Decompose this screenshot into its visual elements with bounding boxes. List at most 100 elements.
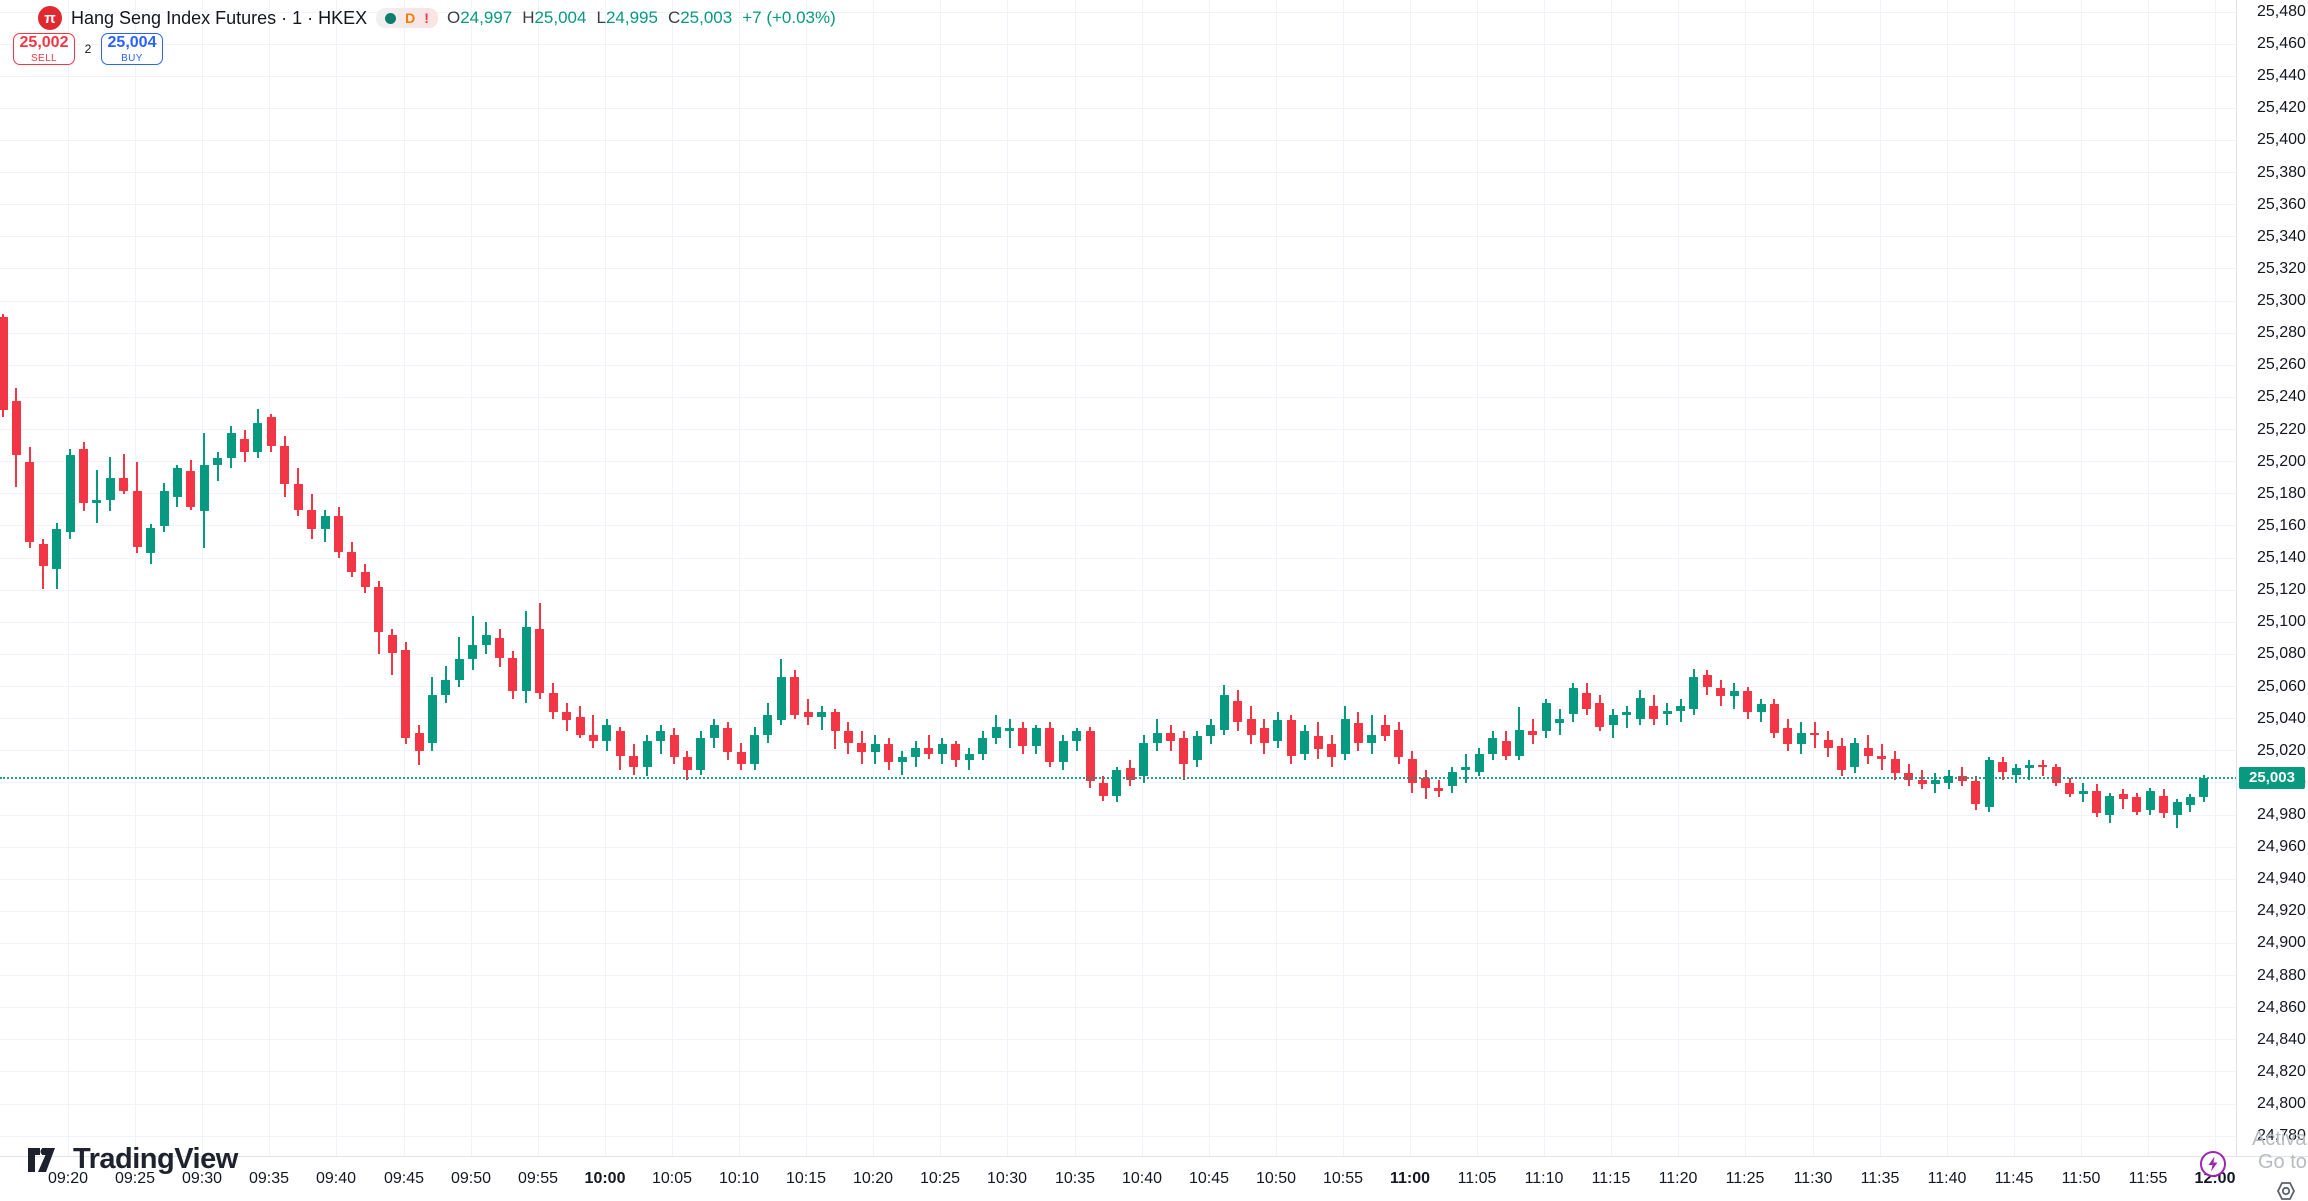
time-gridline [672,0,673,1156]
time-tick-label: 11:30 [1793,1170,1833,1187]
price-gridline [0,44,2237,45]
time-gridline [1410,0,1411,1156]
market-status-icon[interactable] [385,12,397,24]
time-gridline [2148,0,2149,1156]
candle-body [1823,739,1833,748]
buy-price: 25,004 [107,33,157,51]
time-tick-label: 11:35 [1860,1170,1900,1187]
price-tick-label: 24,880 [2257,966,2306,984]
candle-body [1461,766,1471,771]
candle-body [1166,733,1176,742]
time-tick-label: 11:10 [1524,1170,1564,1187]
time-gridline [1880,0,1881,1156]
tradingview-brand-text: TradingView [73,1143,238,1175]
time-gridline [2014,0,2015,1156]
candle-body [1380,725,1390,737]
price-tick-label: 25,260 [2257,356,2306,374]
price-tick-label: 25,120 [2257,581,2306,599]
price-tick-label: 24,900 [2257,934,2306,952]
candle-body [1286,720,1296,756]
candle-body [642,741,652,767]
candle-body [1595,702,1605,727]
price-gridline [0,461,2237,462]
candle-wick [2122,789,2125,809]
candle-body [803,712,813,718]
price-gridline [0,1104,2237,1105]
candle-body [186,471,196,507]
candle-body [884,744,894,762]
candle-body [1877,755,1887,759]
price-gridline [0,622,2237,623]
price-tick-label: 25,020 [2257,741,2306,759]
symbol-title[interactable]: Hang Seng Index Futures · 1 · HKEX [71,7,368,28]
candle-body [1407,758,1417,783]
price-tick-label: 24,980 [2257,806,2306,823]
candle-body [1984,760,1994,807]
symbol-status-pill[interactable]: D ! [376,8,438,28]
price-gridline [0,525,2237,526]
candle-body [226,432,236,459]
price-tick-label: 25,060 [2257,677,2306,695]
time-tick-label: 10:50 [1255,1170,1297,1187]
time-axis-settings-button[interactable] [2274,1179,2298,1201]
price-gridline [0,268,2237,269]
candle-body [1676,705,1685,711]
candle-body [441,680,451,695]
candle-body [1031,728,1041,746]
candle-body [669,734,679,758]
candle-body [1434,787,1444,791]
price-tick-label: 25,460 [2257,35,2306,53]
time-tick-label: 10:25 [919,1170,961,1187]
candle-body [1501,741,1511,756]
candle-body [11,400,21,456]
instant-trading-button[interactable] [2199,1150,2227,1178]
buy-button[interactable]: 25,004 BUY [101,33,163,65]
candle-body [843,731,853,743]
price-tick-label: 25,240 [2257,388,2306,406]
time-tick-label: 10:35 [1054,1170,1096,1187]
candle-body [1273,720,1283,742]
candle-body [870,744,880,753]
price-tick-label: 25,200 [2257,452,2306,470]
symbol-header: π Hang Seng Index Futures · 1 · HKEX D !… [38,6,836,30]
price-gridline [0,911,2237,912]
candle-body [2038,765,2048,767]
candle-body [897,757,907,762]
candle-body [1139,742,1149,777]
open-value: 24,997 [460,8,513,27]
candle-body [723,728,733,753]
candle-body [964,753,974,761]
spread-value: 2 [84,42,92,56]
ohlc-values: O24,997 H25,004 L24,995 C25,003 +7 (+0.0… [447,8,836,28]
candle-body [454,659,464,681]
candle-body [468,644,478,660]
candle-body [1005,728,1014,732]
time-gridline [538,0,539,1156]
sell-button[interactable]: 25,002 SELL [13,33,75,65]
candle-body [2051,766,2061,783]
candle-wick [1008,718,1011,748]
candle-body [682,757,692,771]
sell-label: SELL [30,52,58,64]
candle-body [1045,728,1055,762]
price-gridline [0,1039,2237,1040]
candle-body [2132,797,2142,812]
time-gridline [202,0,203,1156]
price-axis[interactable]: 25,480 25,460 25,440 25,420 25,400 25,380 25,3… [2236,0,2308,1156]
chart-plot-area[interactable] [0,0,2237,1156]
notice-icon[interactable]: ! [424,10,429,26]
candle-body [1541,702,1551,732]
delayed-data-icon[interactable]: D [405,10,416,26]
candle-body [937,744,947,754]
price-gridline [0,140,2237,141]
candle-body [213,458,223,465]
candle-wick [820,705,823,730]
time-gridline [336,0,337,1156]
tradingview-watermark[interactable]: TradingView [27,1143,238,1176]
candle-body [629,755,639,767]
candle-body [951,744,961,761]
candle-wick [1666,702,1669,726]
candle-body [1930,779,1940,785]
time-axis[interactable]: 09:20 09:25 09:30 09:35 09:40 09:45 09:50 09:55… [0,1156,2308,1201]
low-value: 24,995 [605,8,658,27]
